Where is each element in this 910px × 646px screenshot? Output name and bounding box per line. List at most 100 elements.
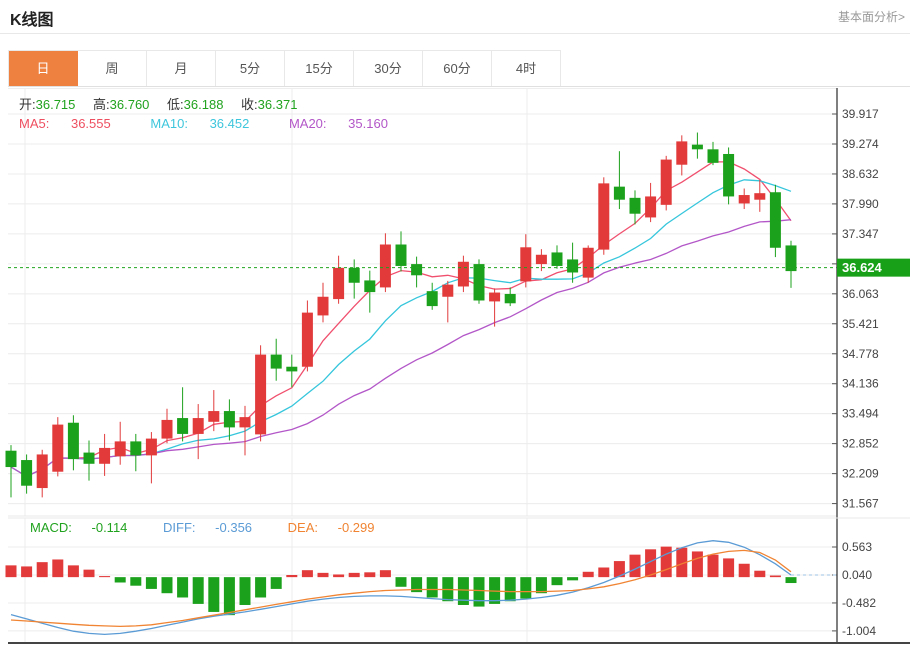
candle (551, 252, 563, 266)
y-axis-label: 32.852 (842, 437, 879, 451)
y-axis-label: 37.347 (842, 227, 879, 241)
y-axis-label: 35.421 (842, 317, 879, 331)
ma-info-row: MA5: 36.555 MA10: 36.452 MA20: 35.160 (19, 116, 424, 131)
macd-hist-bar (629, 554, 641, 578)
candle (239, 417, 251, 428)
high-value: 36.760 (109, 97, 150, 112)
candle (411, 264, 423, 276)
ma10-line (10, 179, 792, 478)
ma5-line (10, 161, 792, 478)
tabbar-bottom-border (8, 86, 910, 87)
tab-month[interactable]: 月 (147, 51, 216, 86)
macd-axis-label: -0.482 (842, 596, 876, 610)
tab-5min[interactable]: 5分 (216, 51, 285, 86)
candle (723, 153, 735, 197)
macd-hist-bar (223, 577, 235, 616)
tab-day[interactable]: 日 (9, 51, 78, 86)
tab-15min[interactable]: 15分 (285, 51, 354, 86)
tab-30min[interactable]: 30分 (354, 51, 423, 86)
current-price-label: 36.624 (842, 260, 883, 275)
candle (286, 366, 298, 372)
candle (535, 254, 547, 265)
fundamental-analysis-link[interactable]: 基本面分析> (837, 10, 905, 24)
macd-hist-bar (286, 575, 298, 578)
tab-60min[interactable]: 60分 (423, 51, 492, 86)
dea-line (10, 549, 792, 628)
macd-hist-bar (67, 565, 79, 578)
candle (67, 422, 79, 460)
macd-hist-bar (551, 577, 563, 586)
macd-hist-bar (457, 577, 469, 605)
macd-hist-bar (161, 577, 173, 594)
candle (145, 438, 157, 456)
candle (613, 186, 625, 200)
macd-hist-bar (769, 575, 781, 578)
macd-axis-label: -1.004 (842, 624, 876, 638)
candle (504, 293, 516, 304)
candle (645, 196, 657, 218)
ma5-value: MA5: 36.555 (19, 116, 111, 131)
macd-hist-bar (395, 577, 407, 587)
candle (130, 441, 142, 456)
candle (629, 197, 641, 214)
y-axis-label: 37.990 (842, 197, 879, 211)
macd-hist-bar (707, 554, 719, 578)
macd-hist-bar (99, 576, 111, 578)
candle (5, 450, 17, 468)
candle (426, 291, 438, 307)
y-axis-label: 36.063 (842, 287, 879, 301)
macd-hist-bar (613, 561, 625, 578)
macd-hist-bar (676, 547, 688, 578)
low-label: 低: (167, 97, 184, 112)
macd-hist-bar (691, 551, 703, 578)
candle (379, 244, 391, 288)
ohlc-info-row: 开:36.715 高:36.760 低:36.188 收:36.371 (19, 94, 311, 113)
candle (192, 418, 204, 434)
macd-hist-bar (504, 577, 516, 602)
macd-hist-bar (130, 577, 142, 586)
low-value: 36.188 (183, 97, 224, 112)
page-title: K线图 (10, 12, 54, 29)
candle (676, 141, 688, 165)
candle (99, 447, 111, 464)
chart-area[interactable]: 39.91739.27438.63237.99037.34736.70536.0… (0, 88, 910, 646)
candle (161, 419, 173, 439)
kline-chart-svg[interactable]: 39.91739.27438.63237.99037.34736.70536.0… (0, 88, 910, 646)
macd-hist-bar (411, 577, 423, 593)
candle (598, 183, 610, 250)
macd-hist-bar (255, 577, 267, 598)
candle (457, 261, 469, 287)
macd-hist-bar (723, 558, 735, 578)
y-axis-label: 31.567 (842, 497, 879, 511)
open-value: 36.715 (35, 97, 76, 112)
candle (769, 192, 781, 248)
y-axis-label: 34.136 (842, 377, 879, 391)
macd-hist-bar (535, 577, 547, 594)
macd-hist-bar (114, 577, 126, 583)
macd-value: MACD: -0.114 (30, 520, 128, 535)
tab-4hour[interactable]: 4时 (492, 51, 561, 86)
diff-value: DIFF: -0.356 (163, 520, 253, 535)
y-axis-label: 39.274 (842, 137, 879, 151)
macd-hist-bar (660, 546, 672, 578)
macd-hist-bar (301, 570, 313, 578)
macd-axis-label: 0.040 (842, 568, 872, 582)
candle (785, 245, 797, 272)
macd-hist-bar (598, 567, 610, 578)
close-label: 收: (241, 97, 258, 112)
candle (707, 149, 719, 163)
high-label: 高: (93, 97, 110, 112)
candle (582, 247, 594, 278)
candle (473, 264, 485, 301)
ma10-value: MA10: 36.452 (150, 116, 250, 131)
candle (691, 144, 703, 150)
tab-week[interactable]: 周 (78, 51, 147, 86)
header-divider (0, 33, 910, 34)
macd-hist-bar (473, 577, 485, 607)
candle (520, 247, 532, 282)
y-axis-label: 32.209 (842, 467, 879, 481)
candle (301, 312, 313, 367)
candle (567, 259, 579, 273)
macd-hist-bar (364, 572, 376, 578)
macd-hist-bar (270, 577, 282, 589)
